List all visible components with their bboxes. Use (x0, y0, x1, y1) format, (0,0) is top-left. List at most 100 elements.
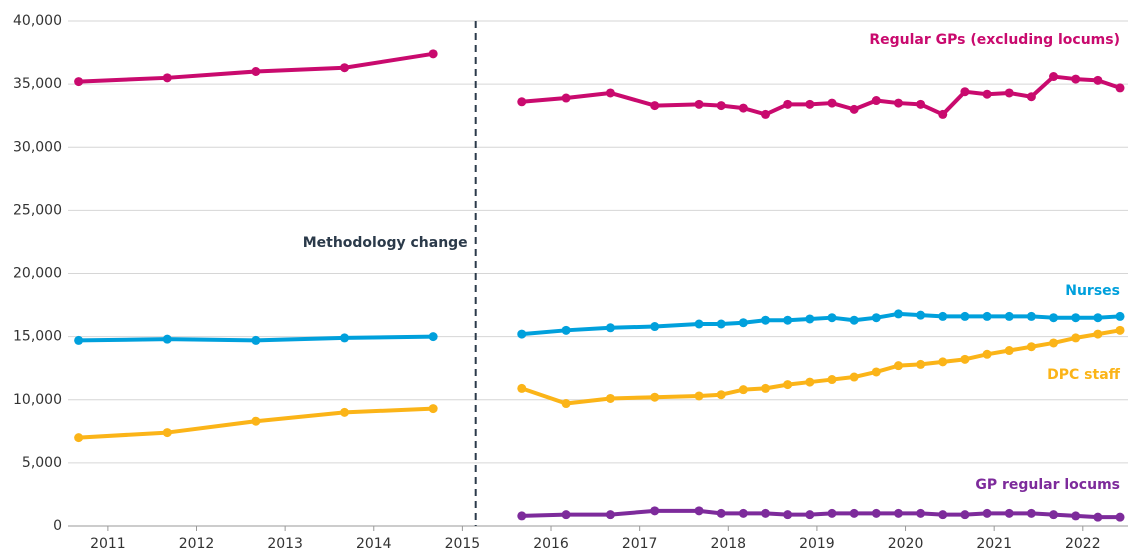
point (1071, 511, 1081, 521)
point (716, 508, 726, 518)
point (938, 311, 948, 321)
point (1049, 72, 1059, 82)
point (1004, 311, 1014, 321)
point (783, 510, 793, 520)
point (605, 510, 615, 520)
annotation: Methodology change (303, 235, 468, 251)
point (893, 361, 903, 371)
point (761, 109, 771, 119)
point (716, 101, 726, 111)
point (893, 98, 903, 108)
point (805, 510, 815, 520)
point (162, 73, 172, 83)
point (428, 332, 438, 342)
point (1026, 342, 1036, 352)
point (1004, 508, 1014, 518)
point (849, 104, 859, 114)
point (1026, 311, 1036, 321)
point (561, 399, 571, 409)
point (74, 77, 84, 87)
point (1049, 510, 1059, 520)
point (162, 428, 172, 438)
point (561, 93, 571, 103)
point (916, 508, 926, 518)
series-label: Nurses (1065, 283, 1120, 299)
point (960, 510, 970, 520)
x-tick-label: 2011 (90, 536, 126, 552)
point (251, 67, 261, 76)
y-tick-label: 40,000 (13, 13, 62, 29)
point (783, 99, 793, 109)
point (694, 319, 704, 329)
point (738, 385, 748, 395)
point (849, 372, 859, 382)
point (783, 380, 793, 390)
point (561, 510, 571, 520)
point (960, 354, 970, 364)
point (517, 511, 527, 521)
point (982, 89, 992, 99)
point (1115, 325, 1125, 335)
point (74, 433, 84, 443)
point (916, 359, 926, 369)
x-tick-label: 2012 (179, 536, 215, 552)
point (1115, 311, 1125, 321)
point (982, 311, 992, 321)
point (694, 99, 704, 109)
point (1071, 313, 1081, 323)
point (938, 357, 948, 367)
point (916, 310, 926, 320)
point (1093, 329, 1103, 339)
point (1071, 74, 1081, 84)
point (982, 349, 992, 359)
point (1115, 83, 1125, 93)
point (716, 319, 726, 329)
y-tick-label: 25,000 (13, 202, 62, 218)
x-tick-label: 2016 (533, 536, 569, 552)
point (428, 404, 438, 414)
y-tick-label: 10,000 (13, 392, 62, 408)
point (982, 508, 992, 518)
point (1049, 313, 1059, 323)
point (738, 318, 748, 328)
point (428, 49, 438, 59)
point (849, 508, 859, 518)
x-tick-label: 2015 (445, 536, 481, 552)
point (827, 98, 837, 108)
point (650, 506, 660, 516)
x-tick-label: 2022 (1065, 536, 1101, 552)
point (561, 325, 571, 335)
point (805, 314, 815, 324)
point (871, 96, 881, 106)
point (251, 416, 261, 426)
x-tick-label: 2018 (710, 536, 746, 552)
point (871, 313, 881, 323)
point (805, 377, 815, 387)
point (916, 99, 926, 109)
point (1004, 88, 1014, 98)
series-label: DPC staff (1047, 367, 1121, 383)
point (849, 315, 859, 325)
point (1093, 313, 1103, 323)
x-tick-label: 2019 (799, 536, 835, 552)
point (938, 510, 948, 520)
point (960, 87, 970, 97)
point (650, 322, 660, 332)
point (783, 315, 793, 325)
point (1004, 346, 1014, 356)
x-tick-label: 2014 (356, 536, 392, 552)
x-tick-label: 2013 (267, 536, 303, 552)
point (517, 383, 527, 393)
point (517, 97, 527, 107)
point (251, 335, 261, 345)
series-label: GP regular locums (975, 477, 1120, 493)
y-tick-label: 0 (53, 518, 62, 534)
x-tick-label: 2021 (976, 536, 1012, 552)
point (162, 334, 172, 344)
point (340, 63, 350, 73)
point (827, 508, 837, 518)
point (1049, 338, 1059, 348)
point (738, 508, 748, 518)
x-tick-label: 2017 (622, 536, 658, 552)
